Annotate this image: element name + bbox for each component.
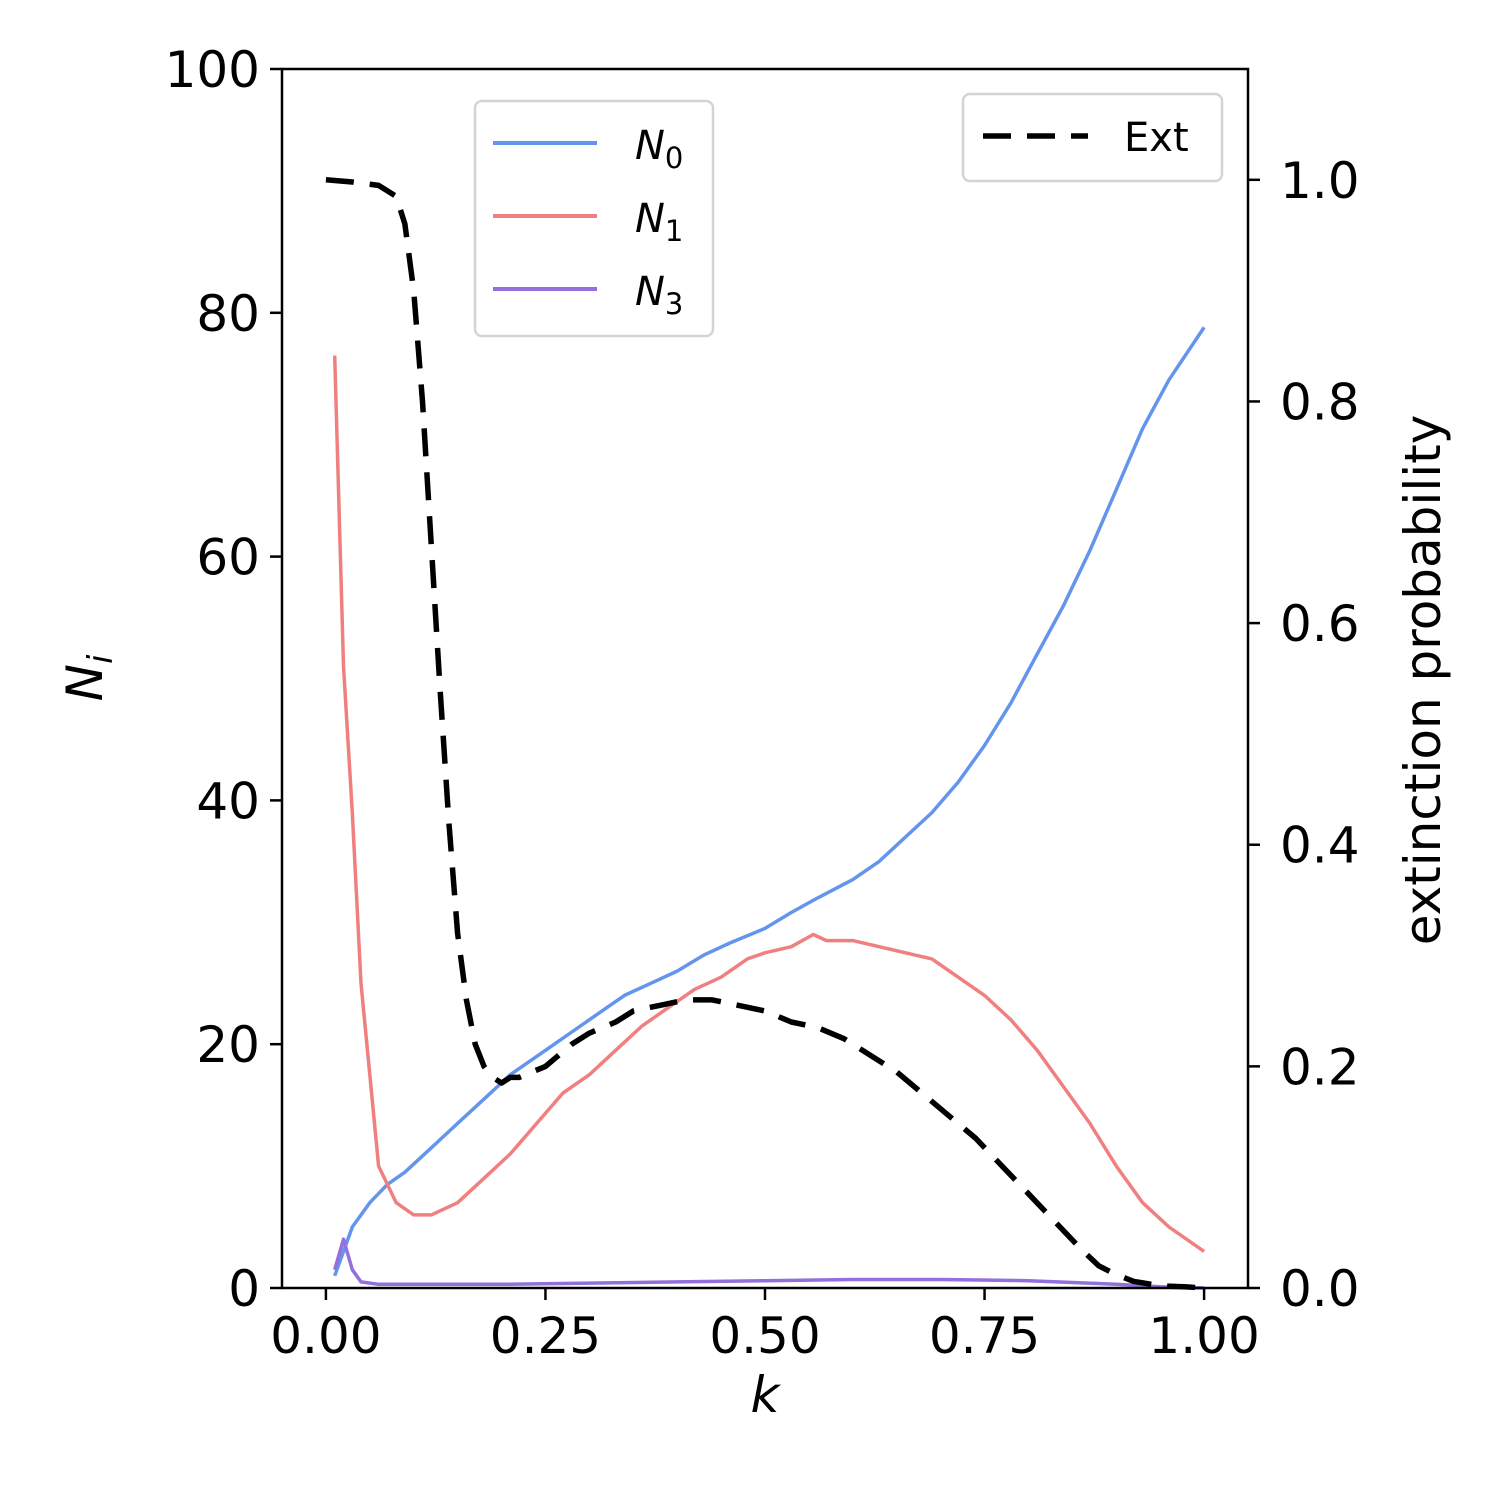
legend-right-frame — [961, 92, 1224, 183]
legend-right: Ext — [961, 92, 1224, 183]
legend-label-n1: N1 — [635, 196, 683, 248]
legend-label-n0: N0 — [635, 123, 683, 175]
x-tick-label: 0.50 — [709, 1307, 820, 1365]
legend-label-ext: Ext — [1124, 115, 1189, 161]
legend-label-n3: N3 — [635, 269, 683, 321]
x-tick-label: 0.00 — [270, 1307, 381, 1365]
legend-right-items: Ext — [983, 115, 1189, 161]
series-line-n1 — [332, 355, 1206, 1253]
y-tick-label: 100 — [165, 41, 260, 99]
y-tick-label: 20 — [196, 1016, 260, 1074]
y-axis-title: Ni — [56, 654, 121, 701]
x-tick-label: 0.25 — [490, 1307, 601, 1365]
series-line-n3 — [333, 1237, 1205, 1290]
y-tick-label: 60 — [196, 529, 260, 587]
y-axis-left: 0 20 40 60 80 100 — [165, 41, 282, 1318]
y-tick-label: 0 — [228, 1260, 260, 1318]
legend-left: N0 N1 N3 — [473, 99, 715, 338]
x-axis: 0.00 0.25 0.50 0.75 1.00 — [270, 1288, 1260, 1365]
y2-tick-label: 0.0 — [1280, 1260, 1360, 1318]
y-axis-title-subscript: i — [81, 654, 121, 664]
y-tick-label: 40 — [196, 772, 260, 830]
x-axis-title: k — [751, 1366, 782, 1424]
x-tick-label: 0.75 — [929, 1307, 1040, 1365]
y2-tick-label: 0.2 — [1280, 1038, 1360, 1096]
series-line-ext — [325, 177, 1205, 1291]
y-axis-title-main: N — [56, 664, 114, 701]
y-tick-label: 80 — [196, 285, 260, 343]
y2-axis-title: extinction probability — [1394, 415, 1452, 946]
legend-left-items: N0 N1 N3 — [493, 123, 683, 321]
y2-tick-label: 0.4 — [1280, 817, 1360, 875]
y2-tick-label: 0.6 — [1280, 595, 1360, 653]
series-layer — [325, 177, 1206, 1291]
y2-tick-label: 0.8 — [1280, 373, 1360, 431]
legend-left-frame — [473, 99, 715, 338]
x-tick-label: 1.00 — [1148, 1307, 1259, 1365]
series-line-n0 — [333, 326, 1206, 1277]
y-axis-right: 0.0 0.2 0.4 0.6 0.8 1.0 — [1248, 152, 1360, 1318]
y2-tick-label: 1.0 — [1280, 152, 1360, 210]
